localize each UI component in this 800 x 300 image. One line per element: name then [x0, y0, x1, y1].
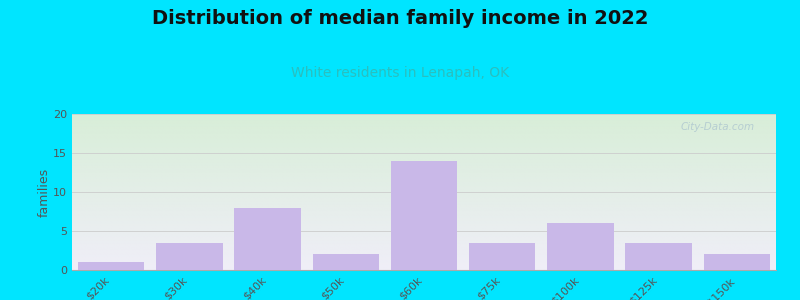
Text: White residents in Lenapah, OK: White residents in Lenapah, OK: [291, 66, 509, 80]
Bar: [547, 223, 614, 270]
Bar: [234, 208, 301, 270]
Bar: [626, 243, 692, 270]
Text: City-Data.com: City-Data.com: [681, 122, 755, 132]
Bar: [156, 243, 222, 270]
Y-axis label: families: families: [38, 167, 50, 217]
Bar: [78, 262, 144, 270]
Text: Distribution of median family income in 2022: Distribution of median family income in …: [152, 9, 648, 28]
Bar: [704, 254, 770, 270]
Bar: [313, 254, 379, 270]
Bar: [390, 161, 458, 270]
Bar: [469, 243, 535, 270]
